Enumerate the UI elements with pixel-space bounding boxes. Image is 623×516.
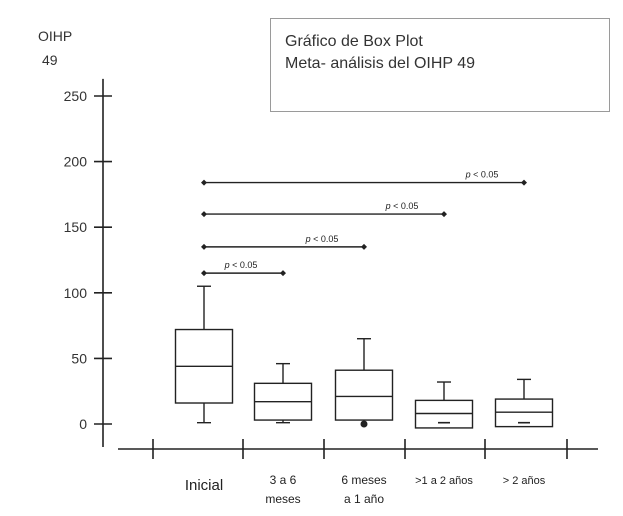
x-category-label: >1 a 2 años [415, 475, 473, 487]
comparison-endpoint [201, 243, 207, 250]
chart-subtitle: Meta- análisis del OIHP 49 [285, 55, 476, 72]
comparison-endpoint [201, 179, 207, 186]
comparison-endpoint [441, 211, 447, 218]
comparison-endpoint [201, 211, 207, 218]
x-category-label: a 1 año [344, 492, 384, 506]
comparison-label: p < 0.05 [465, 170, 499, 180]
comparison-label: p < 0.05 [224, 260, 258, 270]
y-tick-label: 250 [64, 88, 88, 104]
y-axis-label-line2: 49 [42, 52, 58, 68]
comparison-endpoint [361, 243, 367, 250]
y-tick-label: 150 [64, 219, 88, 235]
x-category-label: > 2 años [503, 475, 546, 487]
x-category-label: meses [265, 492, 300, 506]
comparison-label: p < 0.05 [305, 234, 339, 244]
y-tick-label: 100 [64, 285, 88, 301]
comparison-endpoint [521, 179, 527, 186]
y-tick-label: 50 [71, 350, 87, 366]
comparison-label: p < 0.05 [385, 201, 419, 211]
y-tick-label: 0 [79, 416, 87, 432]
x-category-label: 6 meses [341, 473, 386, 487]
comparison-endpoint [280, 270, 286, 277]
chart-title-box: Gráfico de Box Plot Meta- análisis del O… [270, 18, 610, 112]
y-tick-label: 200 [64, 154, 88, 170]
x-category-label: 3 a 6 [270, 473, 297, 487]
y-axis-label: OIHP [38, 28, 73, 44]
comparison-endpoint [201, 270, 207, 277]
box-iqr [334, 369, 394, 421]
box-outlier [360, 420, 368, 428]
x-category-label: Inicial [185, 477, 223, 494]
chart-title: Gráfico de Box Plot [285, 33, 423, 50]
